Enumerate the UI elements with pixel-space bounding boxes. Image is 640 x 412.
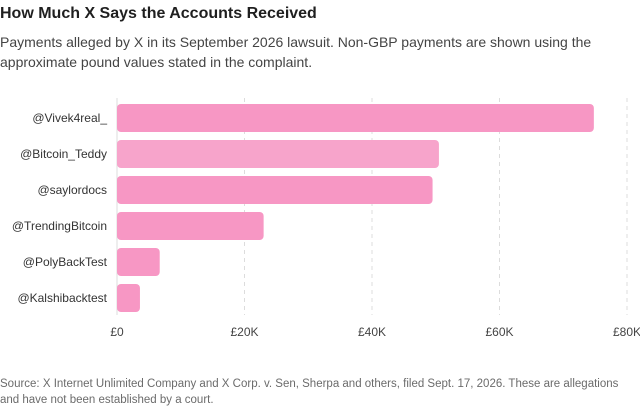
bar (117, 248, 160, 276)
bar (117, 140, 439, 168)
tick-label: £40K (358, 325, 386, 339)
category-label: @Kalshibacktest (17, 291, 107, 305)
chart-subtitle: Payments alleged by X in its September 2… (0, 34, 592, 70)
tick-label: £0 (110, 325, 124, 339)
bar (117, 212, 264, 240)
tick-label: £60K (485, 325, 513, 339)
chart-title: How Much X Says the Accounts Received (0, 5, 317, 22)
category-label: @PolyBackTest (23, 255, 108, 269)
bar (117, 176, 433, 204)
bar (117, 104, 594, 132)
source-note: Source: X Internet Unlimited Company and… (0, 378, 619, 406)
category-label: @saylordocs (37, 183, 107, 197)
bar-chart: @Vivek4real_ @Bitcoin_Teddy @saylordocs @Tr… (12, 98, 640, 339)
bar (117, 284, 140, 312)
category-label: @Bitcoin_Teddy (20, 147, 107, 161)
category-label: @TrendingBitcoin (12, 219, 107, 233)
tick-label: £80K (613, 325, 640, 339)
tick-label: £20K (230, 325, 258, 339)
category-label: @Vivek4real_ (32, 111, 107, 125)
